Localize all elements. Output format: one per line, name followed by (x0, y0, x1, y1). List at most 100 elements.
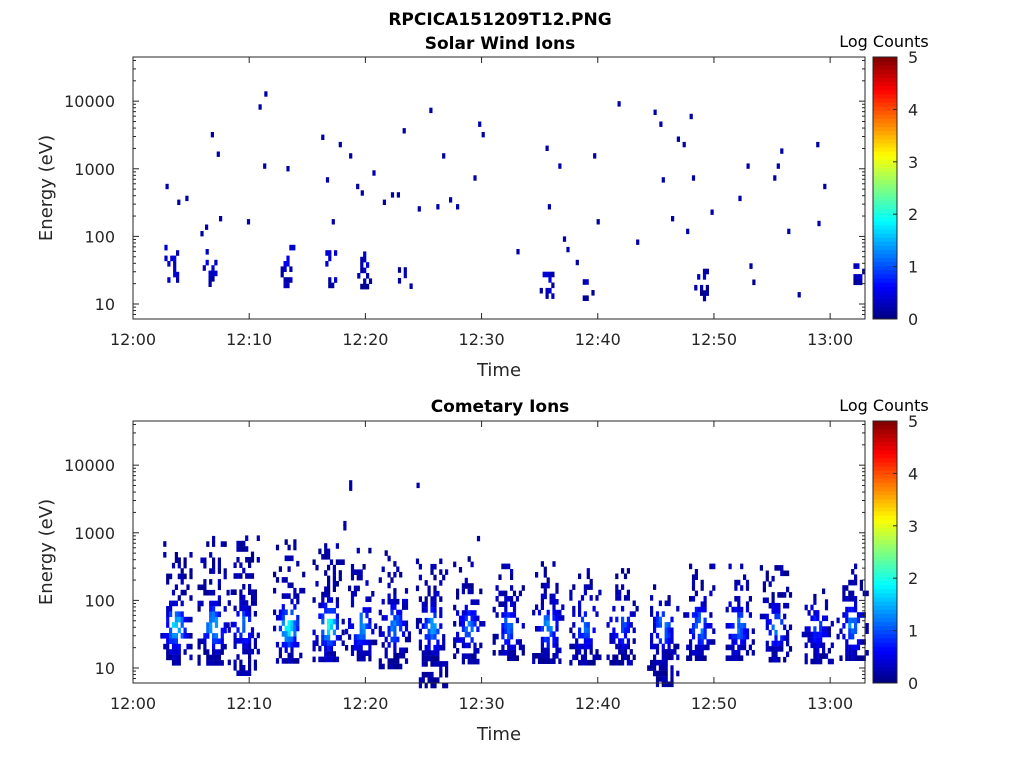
spectrogram-cell (774, 602, 778, 609)
spectrogram-cell (368, 645, 372, 651)
spectrogram-cell (626, 654, 630, 661)
spectrogram-cell (239, 600, 243, 606)
spectrogram-cell (245, 670, 249, 676)
spectrogram-cell (393, 561, 397, 567)
spectrogram-cell (822, 647, 826, 654)
colorbar-swatch (873, 461, 897, 467)
spectrogram-cell (697, 617, 701, 624)
spectrogram-cell (676, 605, 680, 612)
spectrogram-cell (239, 638, 243, 644)
spectrogram-cell (433, 634, 437, 640)
count-point (817, 220, 821, 227)
spectrogram-cell (356, 655, 360, 662)
spectrogram-cell (396, 620, 400, 627)
spectrogram-cell (507, 639, 511, 645)
spectrogram-cell (706, 623, 710, 629)
spectrogram-cell (253, 594, 257, 601)
spectrogram-cell (239, 546, 243, 552)
spectrogram-cell (745, 606, 750, 613)
count-point (617, 101, 621, 107)
spectrogram-cell (572, 654, 576, 661)
spectrogram-cell (759, 613, 763, 620)
colorbar-swatch (873, 433, 897, 438)
colorbar-swatch (873, 552, 897, 557)
spectrogram-cell (200, 584, 204, 591)
spectrogram-cell (365, 596, 369, 602)
spectrogram-cell (350, 645, 355, 651)
spectrogram-cell (205, 259, 209, 266)
spectrogram-cell (578, 611, 582, 617)
spectrogram-cell (424, 661, 428, 667)
spectrogram-cell (473, 642, 477, 649)
count-point (545, 145, 549, 151)
spectrogram-cell (783, 570, 787, 577)
spectrogram-cell (670, 676, 674, 682)
spectrogram-cell (589, 649, 593, 655)
spectrogram-cell (830, 658, 834, 665)
spectrogram-cell (245, 648, 249, 655)
spectrogram-cell (206, 654, 210, 661)
spectrogram-cell (424, 655, 428, 662)
count-point (165, 183, 169, 190)
spectrogram-cell (709, 639, 713, 645)
spectrogram-cell (740, 563, 744, 570)
spectrogram-cell (439, 607, 443, 613)
spectrogram-cell (217, 600, 221, 607)
spectrogram-cell (783, 624, 787, 631)
spectrogram-cell (248, 584, 252, 590)
spectrogram-cell (856, 612, 861, 618)
spectrogram-cell (621, 649, 625, 655)
spectrogram-cell (667, 595, 671, 601)
axes-box (132, 56, 866, 320)
spectrogram-cell (548, 277, 552, 283)
spectrogram-cell (540, 653, 544, 659)
spectrogram-cell (368, 623, 372, 629)
count-point (746, 163, 750, 169)
spectrogram-cell (456, 594, 460, 600)
spectrogram-cell (582, 279, 586, 285)
spectrogram-cell (709, 612, 713, 618)
spectrogram-cell (595, 649, 599, 655)
spectrogram-cell (287, 593, 291, 599)
spectrogram-cell (236, 627, 240, 633)
spectrogram-cell (433, 628, 437, 635)
spectrogram-cell (427, 671, 431, 678)
spectrogram-cell (788, 646, 793, 652)
spectrogram-cell (771, 646, 775, 652)
spectrogram-cell (612, 605, 616, 612)
spectrogram-cell (368, 639, 372, 646)
spectrogram-cell (393, 588, 397, 594)
spectrogram-cell (329, 624, 334, 630)
spectrogram-cell (384, 652, 388, 659)
ion-burst (853, 263, 866, 286)
spectrogram-cell (479, 642, 483, 649)
spectrogram-cell (661, 676, 665, 682)
spectrogram-cell (661, 659, 665, 666)
count-point (219, 216, 223, 222)
spectrogram-cell (532, 658, 536, 664)
spectrogram-cell (214, 622, 219, 628)
spectrogram-cell (167, 277, 171, 283)
spectrogram-cell (186, 584, 190, 590)
colorbar-tick-label: 2 (908, 205, 918, 224)
colorbar-swatch (873, 646, 897, 651)
spectrogram-cell (743, 644, 747, 651)
spectrogram-cell (433, 623, 437, 629)
spectrogram-cell (476, 626, 480, 632)
spectrogram-cell (242, 600, 246, 606)
spectrogram-cell (854, 606, 858, 613)
y-tick-label: 10000 (64, 456, 115, 475)
spectrogram-cell (859, 655, 863, 661)
colorbar-swatch (873, 457, 897, 463)
colorbar-swatch (873, 220, 897, 226)
colorbar-swatch (873, 233, 897, 238)
spectrogram-cell (548, 271, 552, 278)
spectrogram-cell (363, 283, 367, 290)
spectrogram-cell (592, 659, 596, 666)
colorbar-swatch (873, 445, 897, 451)
spectrogram-cell (402, 598, 406, 605)
spectrogram-cell (335, 635, 339, 641)
colorbar-swatch (873, 188, 897, 193)
spectrogram-cell (842, 585, 846, 591)
spectrogram-cell (555, 599, 559, 605)
